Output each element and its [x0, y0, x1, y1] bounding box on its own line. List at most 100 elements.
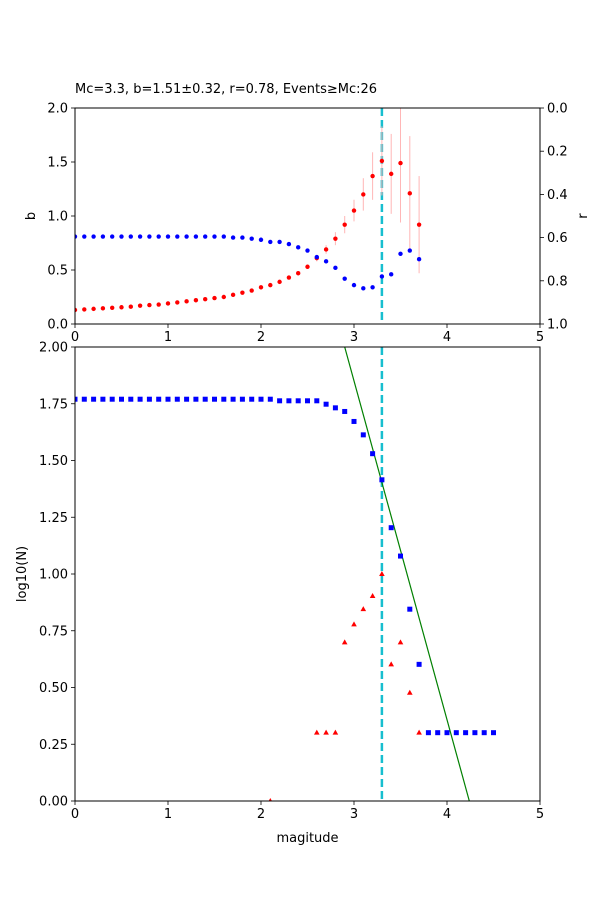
cumulative-point — [128, 396, 134, 402]
r-point — [230, 235, 236, 240]
cumulative-point — [491, 730, 496, 736]
incremental-point — [369, 593, 376, 599]
cumulative-point — [388, 525, 394, 531]
x-tick-label: 2 — [257, 330, 265, 345]
cumulative-point — [156, 396, 162, 402]
y-tick-label: 0.5 — [47, 264, 68, 279]
r-point — [128, 234, 133, 239]
r-point — [156, 234, 161, 239]
y-tick-label: 1.50 — [39, 454, 68, 469]
b-point — [407, 191, 412, 196]
b-point — [249, 288, 254, 293]
r-point — [258, 237, 264, 242]
b-point — [119, 305, 124, 310]
cumulative-point — [174, 396, 180, 402]
b-point — [240, 290, 245, 295]
bottom-panel: 0 1 2 3 4 5 0.00 0.25 0.50 0.75 1.00 1.25 1.50 1.75 2.… — [15, 341, 544, 847]
b-point — [342, 222, 347, 227]
incremental-point — [416, 729, 422, 735]
cumulative-point — [146, 396, 152, 402]
cumulative-point — [444, 730, 450, 736]
r-point — [184, 234, 189, 239]
cumulative-point — [332, 405, 338, 411]
r-point — [221, 234, 226, 239]
cumulative-point — [258, 396, 264, 402]
y-tick-label: 0.75 — [39, 624, 68, 639]
r-point — [407, 248, 412, 253]
b-point — [221, 294, 226, 300]
r-point — [119, 234, 124, 239]
y-tick-label: 2.0 — [47, 102, 68, 117]
y2-axis-label: r — [576, 213, 591, 219]
cumulative-point — [75, 396, 78, 402]
r-point — [286, 241, 292, 247]
r-point — [91, 234, 96, 239]
x-tick-label: 1 — [164, 807, 172, 822]
cumulative-point — [481, 730, 487, 736]
b-point — [351, 208, 357, 213]
x-tick-label: 4 — [443, 330, 451, 345]
y-tick-label: 1.5 — [47, 156, 68, 171]
x-tick-label: 3 — [350, 330, 358, 345]
x-tick-label: 1 — [164, 330, 172, 345]
cumulative-point — [314, 398, 320, 404]
incremental-point — [379, 571, 385, 576]
b-point — [156, 302, 161, 307]
b-point — [184, 299, 189, 304]
cumulative-point — [119, 396, 124, 402]
b-point — [193, 298, 199, 303]
cumulative-point — [407, 606, 413, 612]
cumulative-point — [230, 396, 236, 402]
r-point — [305, 248, 310, 253]
incremental-point — [397, 639, 404, 645]
cumulative-point — [305, 398, 310, 404]
y-tick-label: 0.50 — [39, 681, 68, 696]
y-tick-label: 2.00 — [39, 341, 68, 356]
y2-tick-label: 0.4 — [547, 188, 568, 203]
incremental-point — [268, 798, 272, 801]
r-point — [165, 234, 171, 239]
b-point — [100, 306, 106, 311]
b-point — [175, 300, 180, 305]
cumulative-point — [91, 396, 97, 402]
y2-tick-label: 0.0 — [547, 102, 568, 117]
r-point — [333, 265, 338, 271]
b-point — [370, 173, 375, 179]
y2-tick-label: 0.6 — [547, 231, 568, 246]
cumulative-point — [360, 432, 366, 438]
b-point — [389, 171, 394, 177]
y-tick-label: 0.00 — [39, 795, 68, 810]
cumulative-point — [379, 477, 385, 483]
incremental-point — [314, 729, 320, 735]
r-point — [379, 274, 385, 279]
r-point — [110, 234, 115, 239]
b-point — [305, 264, 310, 269]
y-axis-label: log10(N) — [15, 546, 30, 602]
b-point — [91, 306, 96, 312]
cumulative-point — [109, 396, 115, 402]
b-point — [230, 292, 236, 298]
r-point — [203, 234, 208, 239]
incremental-point — [323, 729, 329, 735]
r-point — [212, 234, 217, 239]
b-point — [258, 285, 264, 290]
b-point — [128, 304, 133, 309]
cumulative-point — [435, 730, 441, 736]
fit-line — [344, 347, 470, 801]
incremental-point — [332, 729, 339, 735]
cumulative-point — [249, 396, 255, 402]
r-point — [137, 234, 143, 239]
y-tick-label: 1.25 — [39, 511, 68, 526]
chart-title: Mc=3.3, b=1.51±0.32, r=0.78, Events≥Mc:2… — [75, 82, 377, 97]
x-tick-label: 3 — [350, 807, 358, 822]
b-point — [333, 236, 338, 241]
cumulative-point — [165, 396, 171, 402]
r-point — [82, 234, 87, 239]
r-point — [323, 259, 329, 264]
r-point — [100, 234, 106, 239]
cumulative-point — [212, 396, 217, 402]
cumulative-point — [286, 398, 292, 404]
incremental-point — [388, 661, 394, 667]
cumulative-point — [323, 401, 329, 407]
b-point — [268, 282, 273, 288]
